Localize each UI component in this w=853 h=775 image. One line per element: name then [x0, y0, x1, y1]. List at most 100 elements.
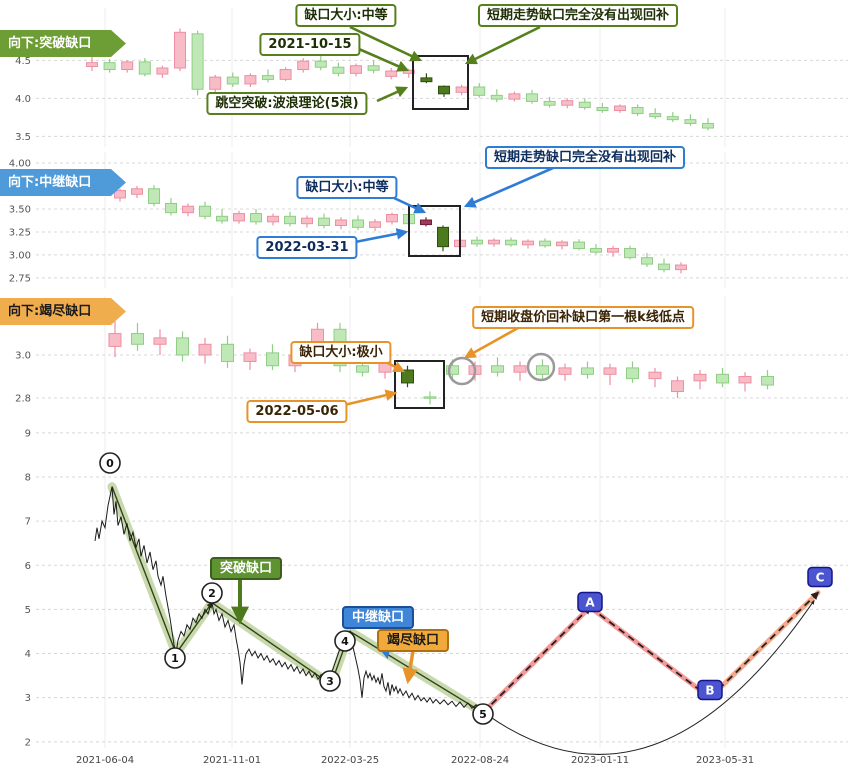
wave-number: 5: [479, 708, 487, 721]
annotation-arrow: [393, 196, 427, 214]
candle: [508, 93, 521, 100]
wave-number-circle: [164, 647, 186, 669]
axis-tick-label: 4.0: [15, 94, 31, 105]
annotation-arrow: [463, 166, 554, 208]
candle: [649, 113, 662, 118]
wave-number: 2: [208, 587, 216, 600]
candle: [108, 333, 122, 347]
candle: [473, 86, 486, 96]
annotation-fill-low-p3: 短期收盘价回补缺口第一根k线低点: [472, 306, 694, 329]
axis-tick-label: 3: [25, 693, 31, 704]
candle: [86, 62, 98, 67]
candle: [314, 60, 327, 68]
banner-exhaustion-gap: 向下:竭尽缺口: [0, 298, 126, 325]
candle: [522, 240, 534, 246]
axis-tick-label: 2021-11-01: [203, 755, 261, 766]
axis-tick-label: 8: [25, 472, 31, 483]
wave-label-breakaway: 突破缺口: [209, 557, 283, 580]
candle: [558, 367, 572, 375]
candle: [367, 65, 380, 71]
axis-tick-label: 4.5: [15, 56, 31, 67]
candle: [131, 333, 144, 345]
annotation-arrow: [349, 228, 409, 245]
candle: [423, 396, 437, 399]
candle: [420, 219, 432, 226]
breakaway-gap-panel: 4.5 4.0 3.5: [15, 8, 848, 147]
candle: [641, 257, 653, 265]
candle: [505, 239, 517, 246]
candle: [420, 77, 433, 83]
axis-tick-label: 3.00: [9, 250, 31, 261]
wave-number-circle: [472, 703, 494, 725]
projection-arc: [487, 599, 815, 755]
candle: [103, 62, 116, 71]
projection-dash: [589, 606, 712, 699]
axis-tick-label: 3.25: [9, 227, 31, 238]
candle: [437, 226, 449, 248]
candle: [648, 371, 662, 380]
wave-label-exhaustion: 竭尽缺口: [376, 629, 450, 652]
wave-number-circle: [319, 670, 341, 692]
annotation-date-p2: 2022-03-31: [256, 236, 358, 259]
candle: [761, 375, 774, 386]
gap-label-arrow: [402, 650, 418, 685]
candle: [738, 375, 752, 384]
annotation-date-p3: 2022-05-06: [246, 400, 348, 423]
annotation-gap-size-p3: 缺口大小:极小: [290, 341, 392, 364]
wave-segment: [211, 602, 333, 686]
candle: [318, 217, 330, 227]
wave-letter: C: [816, 571, 825, 585]
candle: [490, 94, 503, 100]
wave-letter-box: [697, 679, 723, 701]
candle: [671, 380, 684, 393]
projection-dash: [482, 606, 592, 714]
candle: [716, 373, 729, 384]
candle: [284, 215, 296, 225]
candle: [266, 352, 279, 367]
candle: [174, 31, 186, 69]
projection-dash: [709, 591, 820, 699]
candle: [556, 241, 568, 247]
candle: [539, 240, 551, 247]
candle: [438, 85, 450, 95]
axis-tick-label: 3.5: [15, 132, 31, 143]
candle: [267, 215, 279, 223]
candle: [198, 343, 212, 356]
axis-tick-label: 2022-08-24: [451, 755, 509, 766]
price-line: [94, 486, 484, 714]
candle: [352, 219, 364, 228]
annotation-arrow: [339, 389, 398, 408]
axis-tick-label: 2023-01-11: [571, 755, 629, 766]
annotation-wave-theory-p1: 跳空突破:波浪理论(5浪): [206, 92, 368, 115]
candle: [385, 70, 398, 77]
candle: [165, 202, 177, 214]
candle: [666, 116, 679, 121]
candle: [607, 247, 619, 253]
wave-segment: [175, 601, 213, 654]
annotation-no-fill-p1: 短期走势缺口完全没有出现回补: [477, 4, 679, 27]
gap-highlight-box: [408, 205, 461, 257]
candle: [250, 213, 262, 223]
axis-tick-label: 6: [25, 561, 31, 572]
candle: [491, 365, 504, 373]
candle: [631, 107, 644, 115]
candle: [121, 61, 134, 71]
candle: [488, 239, 500, 245]
wave-number: 3: [326, 675, 334, 688]
candle: [693, 373, 707, 382]
wave-number: 4: [341, 635, 349, 648]
candle: [401, 369, 414, 384]
banner-breakaway-gap: 向下:突破缺口: [0, 30, 126, 57]
candle: [386, 213, 398, 223]
axis-tick-label: 5: [25, 605, 31, 616]
axis-tick-label: 2023-05-31: [696, 755, 754, 766]
wave-number-circle: [201, 582, 223, 604]
candle: [335, 219, 347, 227]
candle: [573, 241, 585, 249]
wave-letter: A: [585, 596, 595, 610]
wave-letter-box: [577, 591, 603, 613]
candle: [526, 93, 538, 102]
candle: [332, 66, 345, 74]
wave-segment: [111, 486, 178, 655]
